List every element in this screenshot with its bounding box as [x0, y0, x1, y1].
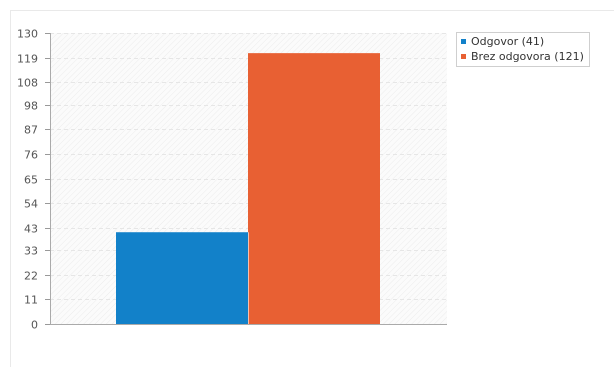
y-tick-labels: 0 11 22 33 43 54 65 76 87 98 108 119 130	[17, 28, 50, 332]
legend-swatch-brez-odgovora	[461, 54, 466, 59]
axes	[50, 33, 447, 325]
y-tick-label: 98	[24, 100, 38, 113]
y-tick-label: 54	[24, 198, 38, 211]
legend-item[interactable]: Odgovor (41)	[461, 34, 584, 49]
y-tick-label: 11	[24, 294, 38, 307]
legend-label-odgovor: Odgovor (41)	[471, 35, 545, 48]
y-tick-label: 87	[24, 124, 38, 137]
legend-item[interactable]: Brez odgovora (121)	[461, 49, 584, 64]
y-tick-label: 22	[24, 270, 38, 283]
bars	[116, 53, 380, 325]
legend-label-brez-odgovora: Brez odgovora (121)	[471, 50, 584, 63]
y-tick-label: 119	[17, 53, 38, 66]
bar-odgovor[interactable]	[116, 232, 248, 324]
bar-brez-odgovora[interactable]	[248, 53, 380, 325]
legend-swatch-odgovor	[461, 39, 466, 44]
y-tick-label: 76	[24, 149, 38, 162]
y-tick-label: 65	[24, 174, 38, 187]
legend: Odgovor (41) Brez odgovora (121)	[456, 32, 590, 67]
y-tick-label: 108	[17, 77, 38, 90]
y-tick-label: 0	[31, 319, 38, 332]
y-tick-label: 130	[17, 28, 38, 41]
y-tick-label: 33	[24, 245, 38, 258]
y-tick-label: 43	[24, 223, 38, 236]
